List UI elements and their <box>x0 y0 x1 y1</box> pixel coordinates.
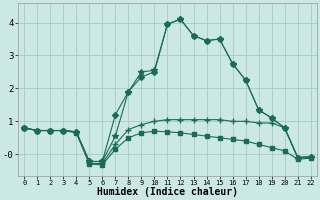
X-axis label: Humidex (Indice chaleur): Humidex (Indice chaleur) <box>97 187 238 197</box>
